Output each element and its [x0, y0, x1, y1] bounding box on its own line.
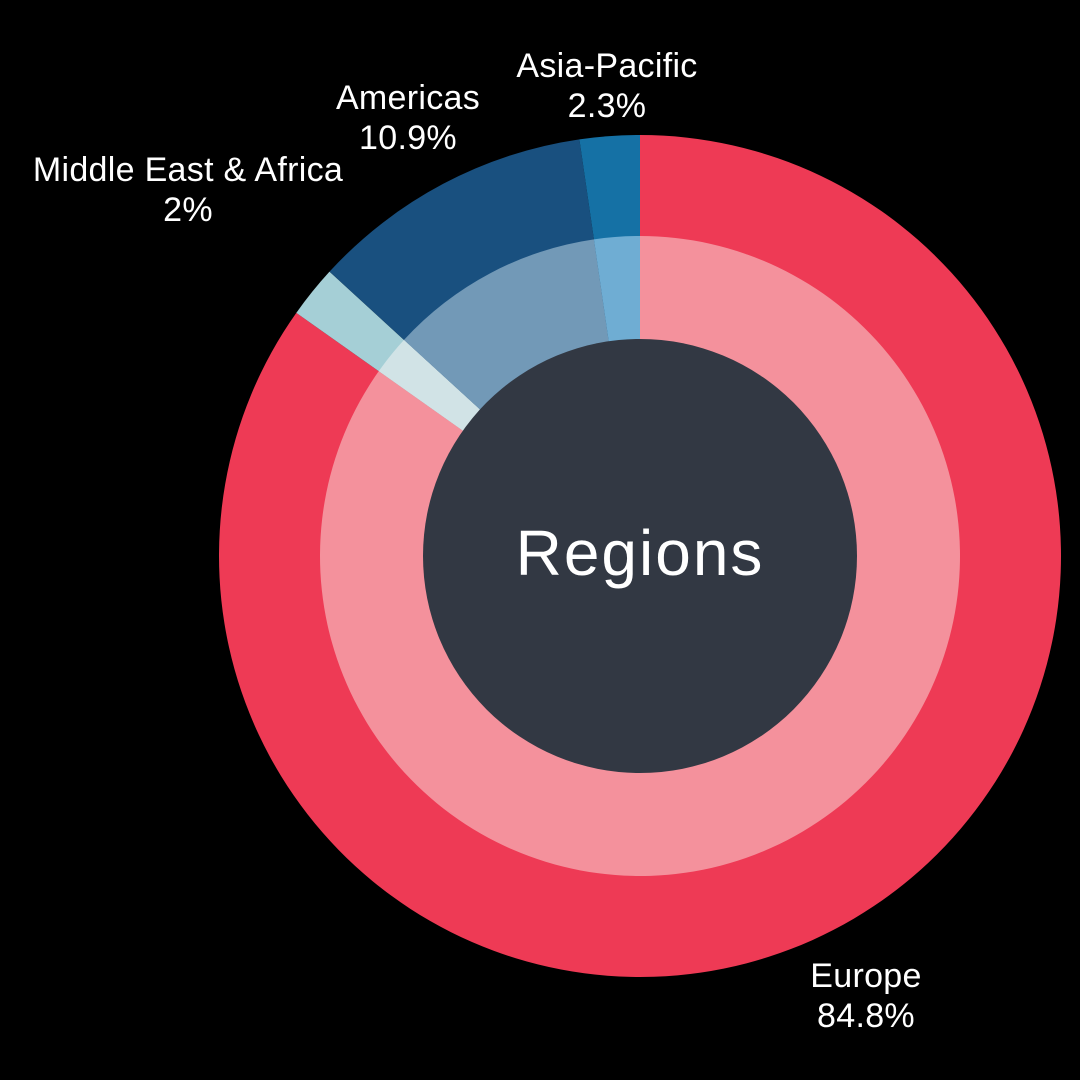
slice-label-asia-pacific: Asia-Pacific 2.3%	[516, 46, 697, 126]
slice-label-pct: 84.8%	[817, 997, 915, 1035]
slice-label-text: Middle East & Africa	[32, 151, 344, 189]
slice-label-americas: Americas 10.9%	[336, 78, 480, 158]
slice-label-middle-east-africa: Middle East & Africa 2%	[33, 150, 343, 230]
donut-hole	[423, 339, 857, 773]
slice-label-text: Europe	[810, 957, 922, 995]
chart-center-title: Regions	[515, 517, 765, 590]
slice-label-europe: Europe 84.8%	[810, 956, 921, 1036]
slice-label-pct: 2%	[163, 191, 213, 229]
slice-label-pct: 10.9%	[359, 119, 457, 157]
slice-label-text: Americas	[335, 79, 481, 117]
slice-label-pct: 2.3%	[567, 87, 647, 125]
slice-label-text: Asia-Pacific	[516, 47, 698, 85]
